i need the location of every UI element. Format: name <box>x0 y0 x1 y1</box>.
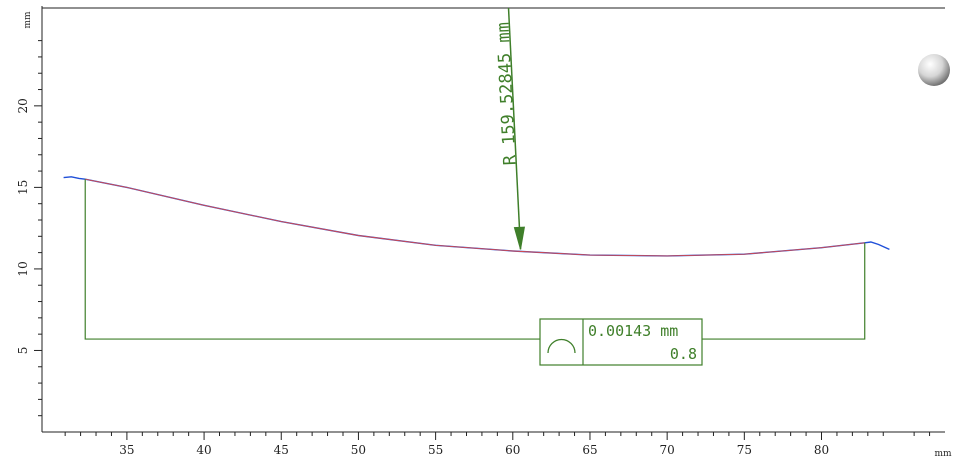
x-tick-label: 60 <box>505 443 520 457</box>
nominal-series-line <box>85 178 865 257</box>
tolerance-filter-value: 0.8 <box>670 345 697 363</box>
x-tick-label: 40 <box>196 443 211 457</box>
y-tick-label: 5 <box>16 347 30 355</box>
y-minor-ticks <box>38 40 42 417</box>
x-major-ticks <box>126 432 823 440</box>
x-tick-label: 75 <box>737 443 752 457</box>
x-minor-ticks <box>64 432 931 436</box>
x-tick-label: 55 <box>428 443 443 457</box>
y-major-ticks <box>34 105 42 351</box>
x-tick-label: 70 <box>660 443 675 457</box>
y-tick-labels: 5 10 15 20 <box>16 98 30 354</box>
sphere-icon <box>918 54 950 86</box>
y-tick-label: 20 <box>16 98 30 113</box>
measurement-bracket <box>84 179 866 340</box>
x-tick-label: 80 <box>814 443 829 457</box>
radius-leader-line <box>507 7 522 250</box>
series-layer <box>63 176 890 257</box>
x-axis-unit-label: mm <box>934 449 952 459</box>
tolerance-value: 0.00143 mm <box>588 322 678 340</box>
y-axis-unit-label: mm <box>23 11 33 29</box>
radius-arrowhead <box>513 226 526 250</box>
x-tick-label: 65 <box>582 443 597 457</box>
x-tick-label: 45 <box>274 443 289 457</box>
y-tick-label: 15 <box>16 180 30 195</box>
profile-series-line <box>63 176 890 257</box>
profile-of-a-line-symbol-icon <box>547 338 576 354</box>
tolerance-box: 0.00143 mm 0.8 <box>539 318 703 366</box>
x-tick-labels: 35 40 45 50 55 60 65 70 75 80 <box>119 443 829 457</box>
x-tick-label: 35 <box>119 443 134 457</box>
annotation-layer: R 159.52845 mm 0.00143 mm 0.8 <box>84 7 866 366</box>
tolerance-box-frame <box>539 318 703 366</box>
y-tick-label: 10 <box>16 261 30 276</box>
x-tick-label: 50 <box>351 443 366 457</box>
radius-label: R 159.52845 mm <box>493 22 520 166</box>
